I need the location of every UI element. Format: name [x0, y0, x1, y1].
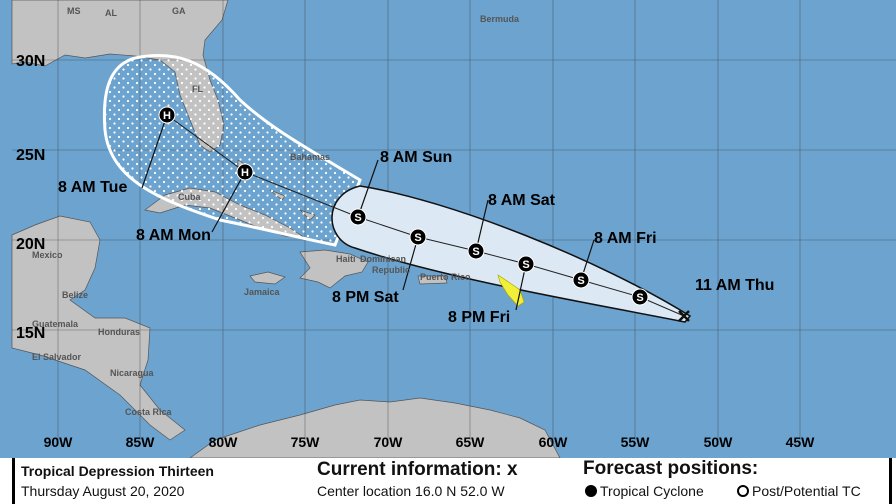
lon-label: 75W — [291, 434, 321, 450]
track-label: 8 AM Sat — [488, 192, 556, 209]
forecast-point-symbol: S — [522, 259, 529, 271]
lat-label: 20N — [16, 236, 45, 253]
place-label: Mexico — [32, 250, 63, 260]
place-label: Haiti — [336, 254, 356, 264]
track-label: 8 AM Tue — [58, 179, 127, 196]
lon-label: 90W — [44, 434, 74, 450]
current-position-x-icon — [678, 310, 690, 322]
open-circle-icon — [737, 485, 749, 497]
place-label: Puerto Rico — [420, 272, 471, 282]
forecast-point-s-icon — [517, 255, 535, 273]
center-location: Center location 16.0 N 52.0 W — [317, 483, 505, 499]
forecast-map: S S S S S S H H 11 AM Thu 8 AM Fri 8 PM Fri 8 AM S… — [0, 0, 896, 458]
cone-days-1-3 — [331, 185, 692, 323]
lon-label: 45W — [786, 434, 816, 450]
place-label: AL — [105, 8, 117, 18]
place-label: Costa Rica — [125, 407, 173, 417]
forecast-point-symbol: S — [414, 232, 421, 244]
track-label: 8 PM Fri — [448, 309, 510, 326]
place-label: Bermuda — [480, 14, 520, 24]
forecast-point-h-icon — [236, 163, 254, 181]
tropical-storm-watch — [497, 274, 525, 307]
legend-post-potential-label: Post/Potential TC — [752, 483, 861, 499]
place-label: Cuba — [178, 192, 201, 202]
land-puerto-rico — [417, 275, 448, 285]
place-label: Guatemala — [32, 319, 79, 329]
land-jamaica — [249, 271, 286, 285]
land-south-america — [189, 397, 561, 458]
legend-panel: Tropical Depression Thirteen Thursday Au… — [12, 458, 892, 504]
forecast-point-s-icon — [631, 288, 649, 306]
lon-label: 65W — [456, 434, 486, 450]
forecast-point-s-icon — [349, 208, 367, 226]
place-label: MS — [67, 6, 81, 16]
legend-post-potential: Post/Potential TC — [737, 483, 861, 499]
lat-label: 30N — [16, 53, 45, 70]
forecast-point-s-icon — [467, 242, 485, 260]
place-label: Bahamas — [290, 152, 330, 162]
forecast-point-symbol: S — [577, 275, 584, 287]
track-label: 8 AM Fri — [594, 230, 657, 247]
lat-label: 25N — [16, 147, 45, 164]
forecast-point-symbol: H — [163, 110, 171, 122]
place-label: Honduras — [98, 327, 140, 337]
forecast-point-s-icon — [409, 228, 427, 246]
place-label: Nicaragua — [110, 368, 155, 378]
place-label: Belize — [62, 290, 88, 300]
land-hispaniola — [299, 249, 369, 289]
forecast-point-symbol: S — [472, 246, 479, 258]
place-label: El Salvador — [32, 352, 82, 362]
storm-name: Tropical Depression Thirteen — [21, 463, 214, 479]
lat-label: 15N — [16, 325, 45, 342]
forecast-positions-title: Forecast positions: — [583, 458, 759, 479]
advisory-date: Thursday August 20, 2020 — [21, 483, 185, 499]
track-label: 8 AM Sun — [380, 149, 452, 166]
track-label: 8 PM Sat — [332, 289, 399, 306]
place-label: Republic — [372, 265, 410, 275]
forecast-point-symbol: S — [636, 292, 643, 304]
place-label: GA — [172, 6, 186, 16]
lon-label: 60W — [539, 434, 569, 450]
forecast-point-symbol: S — [354, 212, 361, 224]
lon-label: 50W — [704, 434, 734, 450]
cone-days-4-5 — [102, 54, 362, 247]
legend-tropical-cyclone: Tropical Cyclone — [585, 483, 704, 499]
place-label: Jamaica — [244, 287, 281, 297]
track-label: 11 AM Thu — [695, 277, 774, 294]
land-central-america — [11, 215, 186, 441]
lon-label: 70W — [374, 434, 404, 450]
forecast-point-h-icon — [158, 106, 176, 124]
place-label: FL — [192, 84, 203, 94]
place-label: Dominican — [360, 254, 406, 264]
lon-label: 80W — [209, 434, 239, 450]
forecast-point-symbol: H — [241, 167, 249, 179]
track-label: 8 AM Mon — [136, 227, 211, 244]
forecast-point-s-icon — [572, 271, 590, 289]
lon-label: 55W — [621, 434, 651, 450]
filled-circle-icon — [585, 485, 597, 497]
lon-label: 85W — [126, 434, 156, 450]
current-info-title: Current information: x — [317, 459, 518, 480]
legend-tropical-cyclone-label: Tropical Cyclone — [600, 483, 704, 499]
